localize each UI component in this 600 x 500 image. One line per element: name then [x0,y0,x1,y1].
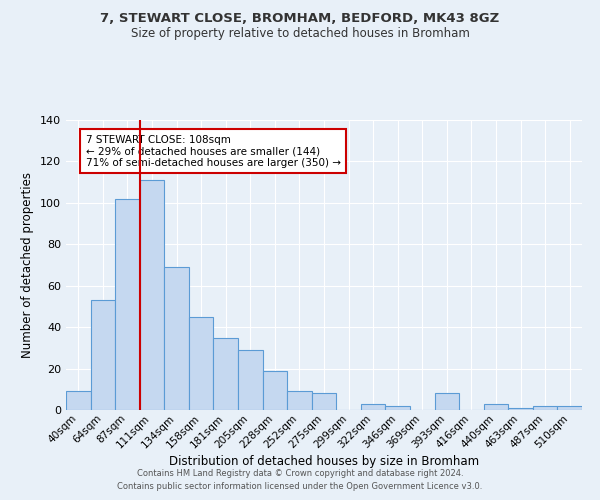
Bar [533,406,557,410]
Bar [66,392,91,410]
Text: 7, STEWART CLOSE, BROMHAM, BEDFORD, MK43 8GZ: 7, STEWART CLOSE, BROMHAM, BEDFORD, MK43… [100,12,500,26]
Bar [312,394,336,410]
Bar [189,317,214,410]
Bar [115,198,140,410]
Bar [484,404,508,410]
Bar [434,394,459,410]
Text: Contains HM Land Registry data © Crown copyright and database right 2024.: Contains HM Land Registry data © Crown c… [137,468,463,477]
Bar [140,180,164,410]
Bar [287,392,312,410]
Bar [385,406,410,410]
Text: Size of property relative to detached houses in Bromham: Size of property relative to detached ho… [131,28,469,40]
Y-axis label: Number of detached properties: Number of detached properties [22,172,34,358]
Bar [91,300,115,410]
Text: 7 STEWART CLOSE: 108sqm
← 29% of detached houses are smaller (144)
71% of semi-d: 7 STEWART CLOSE: 108sqm ← 29% of detache… [86,134,341,168]
X-axis label: Distribution of detached houses by size in Bromham: Distribution of detached houses by size … [169,455,479,468]
Bar [214,338,238,410]
Bar [557,406,582,410]
Bar [238,350,263,410]
Bar [263,370,287,410]
Bar [164,267,189,410]
Bar [508,408,533,410]
Text: Contains public sector information licensed under the Open Government Licence v3: Contains public sector information licen… [118,482,482,491]
Bar [361,404,385,410]
